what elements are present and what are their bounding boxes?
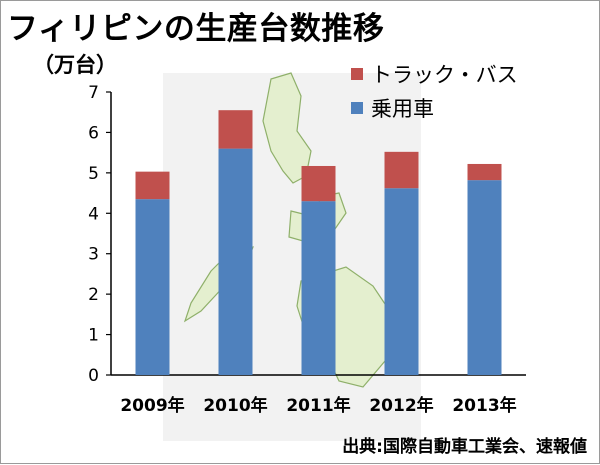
- y-tick-label: 7: [88, 83, 99, 103]
- legend-swatch-truck-bus: [351, 68, 363, 80]
- bar-passenger: [135, 199, 170, 375]
- bar-truck-bus: [301, 165, 336, 202]
- source-note: 出典:国際自動車工業会、速報値: [342, 437, 587, 457]
- x-tick-label: 2011年: [286, 395, 350, 416]
- legend-item-passenger: 乗用車: [351, 91, 518, 125]
- y-tick-label: 0: [88, 366, 99, 386]
- x-axis-labels: 2009年 2010年 2011年 2012年 2013年: [120, 395, 516, 416]
- y-tick-label: 4: [88, 204, 99, 224]
- bar-truck-bus: [135, 171, 170, 200]
- y-axis-unit-label: （万台）: [33, 53, 117, 77]
- y-tick-label: 6: [88, 123, 99, 143]
- legend-item-truck-bus: トラック・バス: [351, 57, 518, 91]
- bars: [135, 110, 502, 375]
- philippines-map-background: [163, 72, 421, 441]
- bar-truck-bus: [218, 110, 253, 149]
- chart-title: フィリピンの生産台数推移: [7, 11, 385, 47]
- legend-label-passenger: 乗用車: [371, 97, 434, 121]
- bar-passenger: [467, 180, 502, 375]
- y-axis-ticks: 0 1 2 3 4 5 6 7: [88, 83, 111, 386]
- x-tick-label: 2010年: [203, 395, 267, 416]
- y-tick-label: 2: [88, 285, 99, 305]
- y-tick-label: 3: [88, 245, 99, 265]
- bar-passenger: [301, 201, 336, 375]
- x-tick-label: 2012年: [369, 395, 433, 416]
- bar-passenger: [218, 148, 253, 375]
- legend: トラック・バス 乗用車: [351, 57, 518, 125]
- bar-truck-bus: [467, 163, 502, 181]
- legend-label-truck-bus: トラック・バス: [371, 63, 518, 87]
- bar-passenger: [384, 188, 419, 375]
- x-tick-label: 2009年: [120, 395, 184, 416]
- bar-truck-bus: [384, 151, 419, 189]
- legend-swatch-passenger: [351, 102, 363, 114]
- y-tick-label: 1: [88, 326, 99, 346]
- x-tick-label: 2013年: [452, 395, 516, 416]
- y-tick-label: 5: [88, 164, 99, 184]
